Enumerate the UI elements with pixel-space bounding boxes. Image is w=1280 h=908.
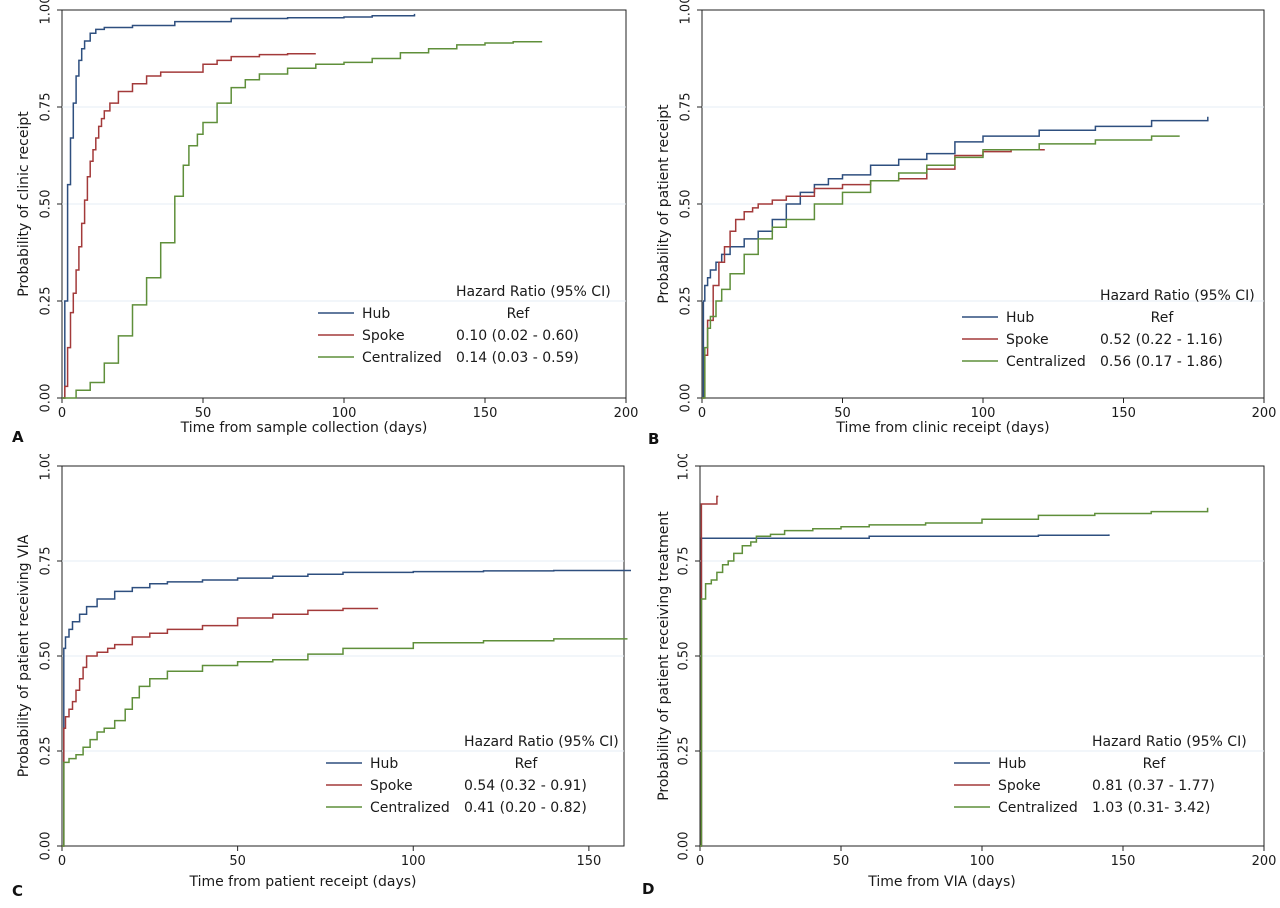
y-axis-label: Probability of clinic receipt — [16, 111, 32, 297]
y-axis-label: Probability of patient receiving VIA — [16, 534, 32, 777]
x-tick-label: 100 — [970, 854, 995, 869]
legend-hr-centralized: 0.41 (0.20 - 0.82) — [464, 800, 587, 816]
series-line-centralized — [700, 507, 1209, 847]
y-tick-label: 0.75 — [39, 93, 54, 122]
legend-hr-centralized: 0.56 (0.17 - 1.86) — [1100, 354, 1223, 370]
series-line-spoke — [702, 148, 1045, 399]
y-tick-label: 0.50 — [39, 642, 54, 671]
panel-letter: A — [12, 428, 24, 446]
legend-label-spoke: Spoke — [998, 778, 1041, 794]
legend-label-hub: Hub — [1006, 310, 1034, 326]
panel-letter: B — [648, 430, 659, 448]
legend-header: Hazard Ratio (95% CI) — [1100, 288, 1255, 304]
legend-label-centralized: Centralized — [370, 800, 450, 816]
legend-hr-hub: Ref — [1151, 310, 1175, 326]
x-axis-label: Time from patient receipt (days) — [188, 874, 416, 890]
series-line-spoke — [62, 53, 316, 399]
legend-label-spoke: Spoke — [362, 328, 405, 344]
x-tick-label: 50 — [833, 854, 850, 869]
legend-label-hub: Hub — [362, 306, 390, 322]
series-line-centralized — [62, 41, 543, 399]
x-tick-label: 150 — [576, 854, 601, 869]
y-tick-label: 0.25 — [679, 287, 694, 316]
x-axis-label: Time from sample collection (days) — [180, 420, 428, 436]
x-tick-label: 0 — [698, 406, 706, 421]
y-tick-label: 0.00 — [677, 832, 692, 861]
legend-hr-spoke: 0.52 (0.22 - 1.16) — [1100, 332, 1223, 348]
y-tick-label: 1.00 — [39, 454, 54, 480]
x-tick-label: 0 — [58, 854, 66, 869]
series-line-centralized — [62, 638, 628, 847]
legend-label-spoke: Spoke — [370, 778, 413, 794]
y-axis-label: Probability of patient receiving treatme… — [656, 511, 672, 801]
panel-b: 0.00 0.25 0.50 0.75 1.00 0 50 100 150 200 Time fro… — [640, 0, 1280, 454]
x-tick-label: 200 — [1252, 406, 1277, 421]
y-tick-label: 0.50 — [679, 190, 694, 219]
legend-hr-hub: Ref — [515, 756, 539, 772]
y-tick-label: 0.25 — [39, 737, 54, 766]
legend-hr-spoke: 0.81 (0.37 - 1.77) — [1092, 778, 1215, 794]
x-axis-label: Time from clinic receipt (days) — [835, 420, 1049, 436]
y-tick-label: 0.50 — [677, 642, 692, 671]
legend-hr-spoke: 0.54 (0.32 - 0.91) — [464, 778, 587, 794]
x-tick-label: 100 — [332, 406, 357, 421]
x-tick-label: 100 — [401, 854, 426, 869]
x-tick-label: 200 — [1252, 854, 1277, 869]
legend-header: Hazard Ratio (95% CI) — [1092, 734, 1247, 750]
legend-label-centralized: Centralized — [998, 800, 1078, 816]
legend-label-centralized: Centralized — [1006, 354, 1086, 370]
y-tick-label: 1.00 — [679, 0, 694, 24]
x-tick-label: 150 — [1111, 406, 1136, 421]
x-tick-label: 150 — [473, 406, 498, 421]
chart-b: 0.00 0.25 0.50 0.75 1.00 0 50 100 150 200 Time fro… — [648, 0, 1277, 448]
x-tick-label: 50 — [195, 406, 212, 421]
legend-label-hub: Hub — [998, 756, 1026, 772]
y-tick-label: 0.00 — [679, 384, 694, 413]
panel-d: 0.00 0.25 0.50 0.75 1.00 0 50 100 150 200 Time fro… — [640, 454, 1280, 908]
legend-hr-hub: Ref — [507, 306, 531, 322]
legend-label-spoke: Spoke — [1006, 332, 1049, 348]
chart-d: 0.00 0.25 0.50 0.75 1.00 0 50 100 150 200 Time fro… — [642, 454, 1277, 898]
y-tick-label: 1.00 — [677, 454, 692, 480]
series-line-spoke — [62, 607, 379, 847]
x-tick-label: 50 — [229, 854, 246, 869]
legend-hr-hub: Ref — [1143, 756, 1167, 772]
y-tick-label: 0.00 — [39, 832, 54, 861]
chart-c: 0.00 0.25 0.50 0.75 1.00 0 50 100 150 Time from p… — [12, 454, 631, 900]
panel-letter: C — [12, 882, 23, 900]
legend-header: Hazard Ratio (95% CI) — [456, 284, 611, 300]
x-tick-label: 0 — [696, 854, 704, 869]
y-tick-label: 1.00 — [39, 0, 54, 24]
legend-label-hub: Hub — [370, 756, 398, 772]
legend-hr-centralized: 1.03 (0.31- 3.42) — [1092, 800, 1210, 816]
y-tick-label: 0.75 — [677, 547, 692, 576]
x-tick-label: 100 — [971, 406, 996, 421]
legend-hr-centralized: 0.14 (0.03 - 0.59) — [456, 350, 579, 366]
panel-letter: D — [642, 880, 654, 898]
series-line-hub — [702, 116, 1209, 399]
x-tick-label: 0 — [58, 406, 66, 421]
panel-a: 0.00 0.25 0.50 0.75 1.00 0 50 100 150 200 Time fro… — [0, 0, 640, 454]
series-line-hub — [62, 569, 631, 847]
y-tick-label: 0.75 — [679, 93, 694, 122]
x-tick-label: 150 — [1111, 854, 1136, 869]
chart-a: 0.00 0.25 0.50 0.75 1.00 0 50 100 150 200 Time fro… — [12, 0, 639, 446]
y-tick-label: 0.25 — [677, 737, 692, 766]
y-tick-label: 0.00 — [39, 384, 54, 413]
legend-hr-spoke: 0.10 (0.02 - 0.60) — [456, 328, 579, 344]
y-axis-label: Probability of patient receipt — [656, 104, 672, 304]
panel-c: 0.00 0.25 0.50 0.75 1.00 0 50 100 150 Time from p… — [0, 454, 640, 908]
y-tick-label: 0.25 — [39, 287, 54, 316]
legend-header: Hazard Ratio (95% CI) — [464, 734, 619, 750]
x-tick-label: 50 — [834, 406, 851, 421]
series-line-centralized — [702, 135, 1180, 399]
x-tick-label: 200 — [614, 406, 639, 421]
legend-label-centralized: Centralized — [362, 350, 442, 366]
x-axis-label: Time from VIA (days) — [867, 874, 1015, 890]
series-line-hub — [62, 13, 416, 399]
y-tick-label: 0.50 — [39, 190, 54, 219]
y-tick-label: 0.75 — [39, 547, 54, 576]
